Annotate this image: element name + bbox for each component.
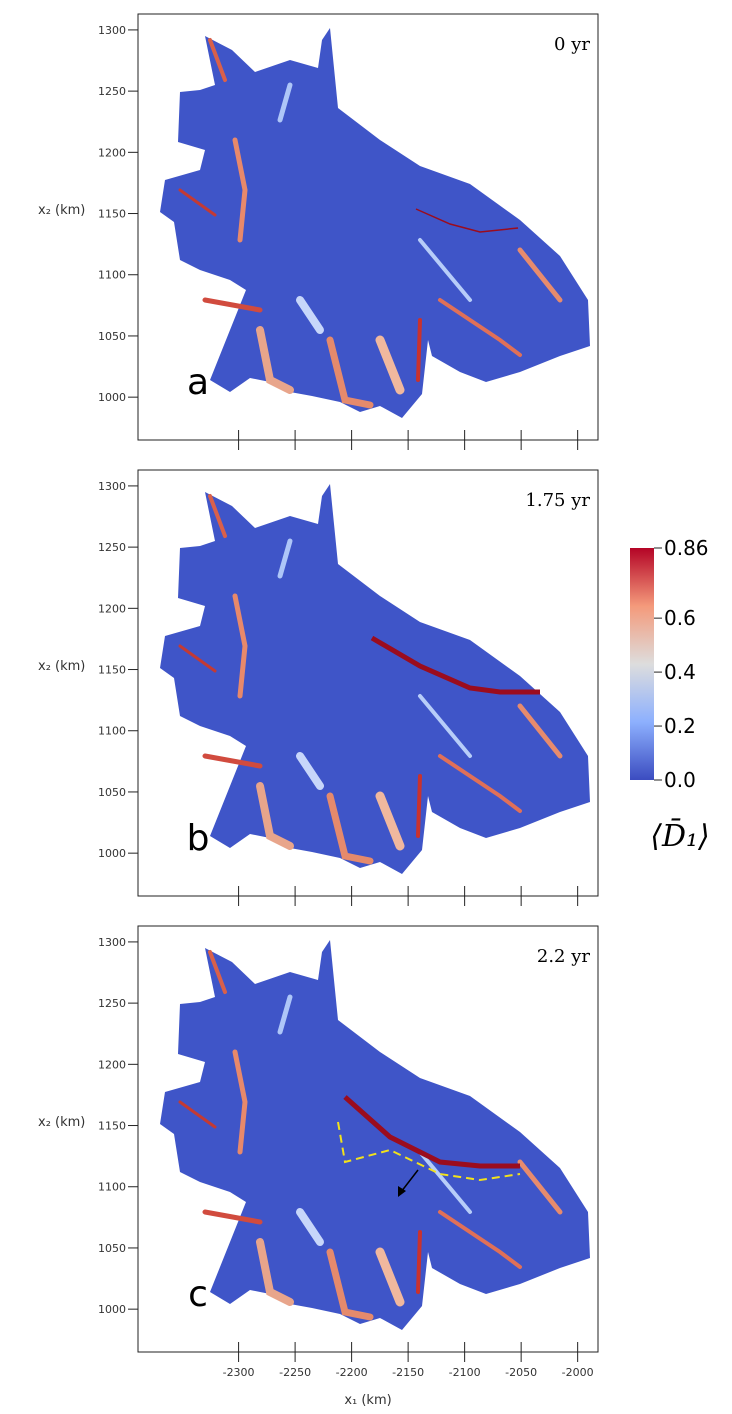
colorbar (630, 548, 654, 780)
y-tick-label: 1100 (98, 1181, 126, 1194)
fracture (343, 1095, 520, 1169)
y-tick-label: 1300 (98, 480, 126, 493)
panel-label: b (187, 818, 210, 859)
y-axis-label: x₂ (km) (38, 659, 85, 674)
axes-frame (137, 469, 599, 897)
time-annotation: 2.2 yr (537, 946, 591, 967)
colorbar-tick-label: 0.0 (664, 768, 696, 792)
y-tick-label: 1050 (98, 1242, 126, 1255)
colorbar-tick-label: 0.86 (664, 536, 709, 560)
fracture (370, 635, 540, 695)
y-tick-label: 1200 (98, 146, 126, 159)
y-tick-label: 1150 (98, 208, 126, 221)
y-tick-label: 1300 (98, 24, 126, 37)
y-tick-label: 1050 (98, 786, 126, 799)
y-tick-label: 1200 (98, 602, 126, 615)
time-annotation: 1.75 yr (525, 490, 590, 511)
axes-frame (137, 13, 599, 441)
y-tick-label: 1000 (98, 847, 126, 860)
x-tick-label: -2100 (449, 1366, 481, 1379)
ice-sheet (160, 484, 590, 874)
y-tick-label: 1100 (98, 725, 126, 738)
y-tick-label: 1150 (98, 1120, 126, 1133)
x-tick-label: -2300 (223, 1366, 255, 1379)
colorbar-tick-label: 0.4 (664, 660, 696, 684)
y-tick-label: 1250 (98, 85, 126, 98)
y-tick-label: 1300 (98, 936, 126, 949)
x-tick-label: -2000 (562, 1366, 594, 1379)
y-axis-label: x₂ (km) (38, 1115, 85, 1130)
x-tick-label: -2250 (279, 1366, 311, 1379)
y-tick-label: 1200 (98, 1058, 126, 1071)
x-tick-label: -2150 (392, 1366, 424, 1379)
map-panel: 1000 1050 1100 1150 1200 1250 1300 x₂ (km) a 0 yr (38, 13, 599, 450)
time-annotation: 0 yr (554, 34, 590, 55)
fracture (415, 208, 519, 233)
y-tick-label: 1100 (98, 269, 126, 282)
arrow-head (398, 1186, 406, 1197)
map-panel: 1000 1050 1100 1150 1200 1250 1300 -2300 -2250 -2… (38, 925, 599, 1408)
panels: 1000 1050 1100 1150 1200 1250 1300 x₂ (km) a 0 yr… (38, 13, 599, 1408)
ice-sheet (160, 28, 590, 418)
axes-frame (137, 925, 599, 1353)
colorbar-tick-label: 0.6 (664, 606, 696, 630)
y-tick-label: 1000 (98, 1303, 126, 1316)
panel-label: a (187, 362, 209, 403)
map-panel: 1000 1050 1100 1150 1200 1250 1300 x₂ (km) b 1.75… (38, 469, 599, 906)
y-tick-label: 1050 (98, 330, 126, 343)
panel-label: c (188, 1274, 208, 1315)
arrow (400, 1169, 419, 1193)
y-axis-label: x₂ (km) (38, 203, 85, 218)
y-tick-label: 1250 (98, 997, 126, 1010)
colorbar-tick-label: 0.2 (664, 714, 696, 738)
y-tick-label: 1000 (98, 391, 126, 404)
x-axis-label: x₁ (km) (344, 1393, 391, 1408)
fracture-outline (337, 1121, 521, 1182)
ice-sheet (160, 940, 590, 1330)
colorbar-label: ⟨D̄₁⟩ (650, 818, 710, 854)
x-tick-label: -2050 (505, 1366, 537, 1379)
y-tick-label: 1150 (98, 664, 126, 677)
x-tick-label: -2200 (336, 1366, 368, 1379)
y-tick-label: 1250 (98, 541, 126, 554)
